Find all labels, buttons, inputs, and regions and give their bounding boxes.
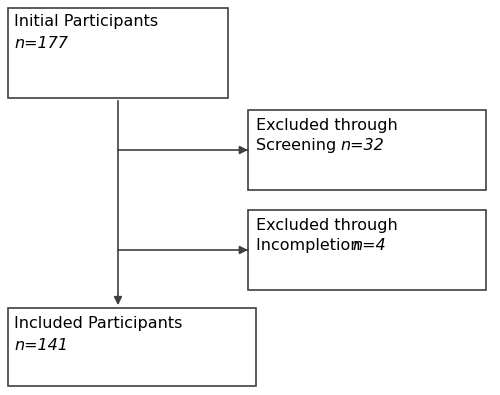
Text: Included Participants: Included Participants bbox=[14, 316, 182, 331]
Text: n=177: n=177 bbox=[14, 36, 68, 51]
Bar bbox=[248, 210, 486, 290]
Bar bbox=[8, 8, 228, 98]
Text: n=141: n=141 bbox=[14, 338, 68, 353]
Bar bbox=[248, 110, 486, 190]
Text: Initial Participants: Initial Participants bbox=[14, 14, 158, 29]
Text: Incompletion: Incompletion bbox=[256, 238, 366, 253]
Text: Excluded through: Excluded through bbox=[256, 218, 398, 233]
Bar bbox=[8, 308, 256, 386]
Text: n=32: n=32 bbox=[340, 138, 384, 153]
Text: Screening: Screening bbox=[256, 138, 342, 153]
Text: n=4: n=4 bbox=[352, 238, 386, 253]
Text: Excluded through: Excluded through bbox=[256, 118, 398, 133]
